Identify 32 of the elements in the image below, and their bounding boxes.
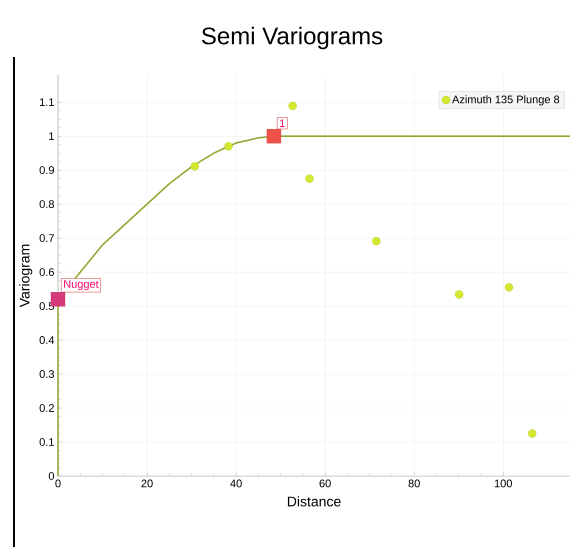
point — [190, 162, 199, 171]
y-tick-label: 0 — [48, 472, 54, 480]
y-tick-label: 1.1 — [40, 98, 54, 106]
y-tick-label: 1 — [49, 132, 54, 140]
x-tick-label: 0 — [55, 480, 61, 488]
x-tick-label: 60 — [320, 480, 331, 488]
point — [288, 102, 297, 110]
y-axis-title: Variogram — [19, 244, 32, 308]
x-tick-label: 20 — [141, 480, 153, 488]
legend-label: Azimuth 135 Plunge 8 — [452, 95, 560, 106]
point — [372, 236, 381, 246]
point — [305, 174, 314, 183]
x-tick-label: 100 — [494, 480, 512, 488]
point — [528, 429, 536, 438]
point — [504, 283, 514, 292]
x-tick-label: 80 — [408, 480, 420, 488]
x-axis-title: Distance — [288, 496, 341, 506]
annotation: Nugget — [64, 280, 99, 290]
x-tick-label: 40 — [230, 480, 242, 488]
y-tick-label: 0.4 — [40, 336, 54, 344]
point — [266, 128, 282, 144]
y-tick-label: 0.7 — [40, 234, 54, 242]
y-tick-label: 0.9 — [40, 166, 54, 174]
y-tick-label: 0.3 — [40, 370, 54, 378]
point — [454, 290, 464, 299]
chart-title: Semi Variograms — [202, 26, 382, 50]
y-tick-label: 0.2 — [40, 404, 54, 412]
annotation: 1 — [280, 119, 285, 127]
y-tick-label: 0.1 — [40, 438, 54, 446]
y-tick-label: 0.6 — [40, 268, 54, 276]
y-tick-label: 0.8 — [40, 200, 54, 208]
point — [224, 142, 233, 151]
